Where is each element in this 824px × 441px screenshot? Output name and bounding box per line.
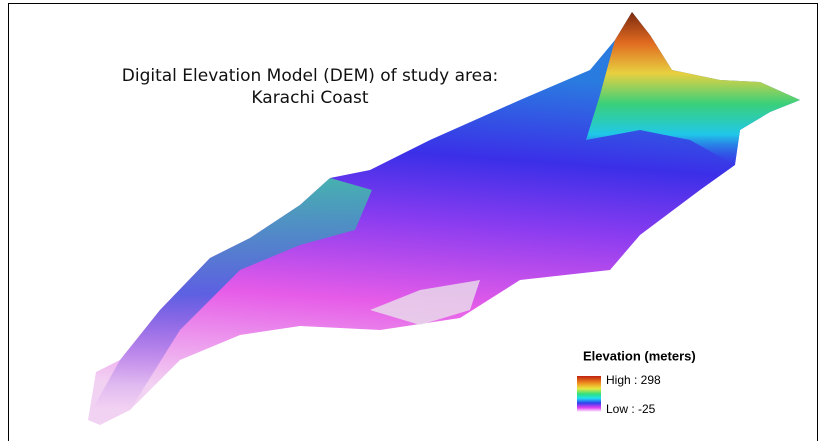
- legend-high: High : 298: [606, 373, 661, 387]
- map-subtitle: Karachi Coast: [251, 88, 368, 108]
- map-title: Digital Elevation Model (DEM) of study a…: [122, 66, 499, 86]
- legend-title: Elevation (meters): [583, 348, 696, 363]
- legend-low: Low : -25: [606, 402, 656, 416]
- legend-color-ramp: [577, 376, 601, 412]
- figure: Digital Elevation Model (DEM) of study a…: [0, 0, 824, 441]
